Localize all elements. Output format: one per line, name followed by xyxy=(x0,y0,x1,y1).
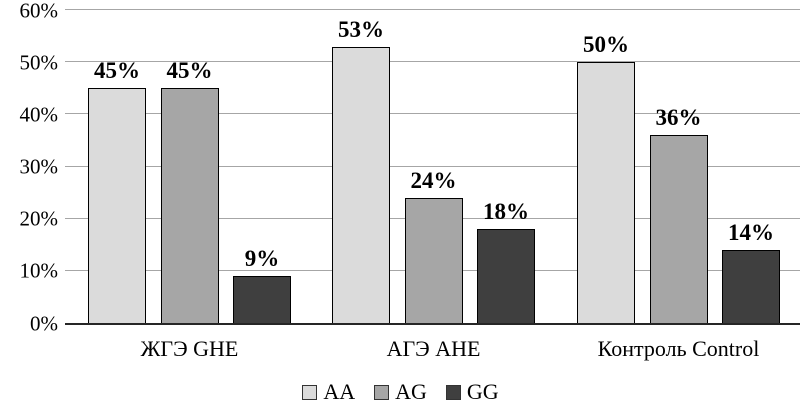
category-label: ЖГЭ GHE xyxy=(140,336,239,361)
bar-value-label: 9% xyxy=(244,246,280,271)
legend-item-AA: AA xyxy=(302,381,355,403)
legend-label: AA xyxy=(323,379,356,404)
bar-AG-group2 xyxy=(404,198,463,323)
y-tick-label: 40% xyxy=(19,102,59,127)
category-label: АГЭ AHE xyxy=(386,336,481,361)
legend-label: AG xyxy=(395,379,427,404)
legend-item-GG: GG xyxy=(445,379,499,404)
legend-swatch-icon xyxy=(445,384,461,400)
plot-area: 45% 53% 50% 45% 24% 36% 9% 18% 14% xyxy=(65,9,800,325)
y-tick-label: 20% xyxy=(19,206,59,231)
y-tick-label: 30% xyxy=(19,154,59,179)
bar-value-label: 36% xyxy=(655,105,702,130)
bar-value-label: 24% xyxy=(410,168,457,193)
y-tick-label: 60% xyxy=(19,0,59,22)
bar-value-label: 53% xyxy=(338,17,384,42)
bar-value-label: 45% xyxy=(94,58,140,83)
legend-swatch-icon xyxy=(374,384,390,400)
category-label: Контроль Control xyxy=(597,336,760,361)
bar-GG-group3 xyxy=(722,250,780,323)
y-tick-label: 0% xyxy=(30,311,58,335)
y-axis: 0% 10% 20% 30% 40% 50% 60% xyxy=(0,0,59,334)
bar-GG-group1 xyxy=(233,276,291,323)
legend-item-AG: AG xyxy=(374,381,427,403)
gridline xyxy=(65,9,800,10)
bar-value-label: 14% xyxy=(728,220,774,245)
bar-GG-group2 xyxy=(477,229,535,323)
bar-AG-group1 xyxy=(160,88,219,323)
bar-AG-group3 xyxy=(649,135,708,323)
bar-value-label: 18% xyxy=(483,199,529,224)
y-tick-label: 10% xyxy=(19,258,59,283)
bar-value-label: 45% xyxy=(166,58,213,83)
bar-value-label: 50% xyxy=(583,32,629,57)
gridline xyxy=(65,113,800,115)
bar-AA-group2 xyxy=(332,47,390,323)
x-axis-labels: ЖГЭ GHE АГЭ AHE Контроль Control xyxy=(0,336,801,366)
bar-AA-group1 xyxy=(88,88,146,323)
legend: AA AG GG xyxy=(0,381,801,403)
bar-AA-group3 xyxy=(577,62,635,323)
y-tick-label: 50% xyxy=(19,50,59,75)
legend-label: GG xyxy=(466,379,499,404)
gridline xyxy=(65,165,800,167)
gridline xyxy=(65,61,800,63)
legend-swatch-icon xyxy=(302,384,318,400)
